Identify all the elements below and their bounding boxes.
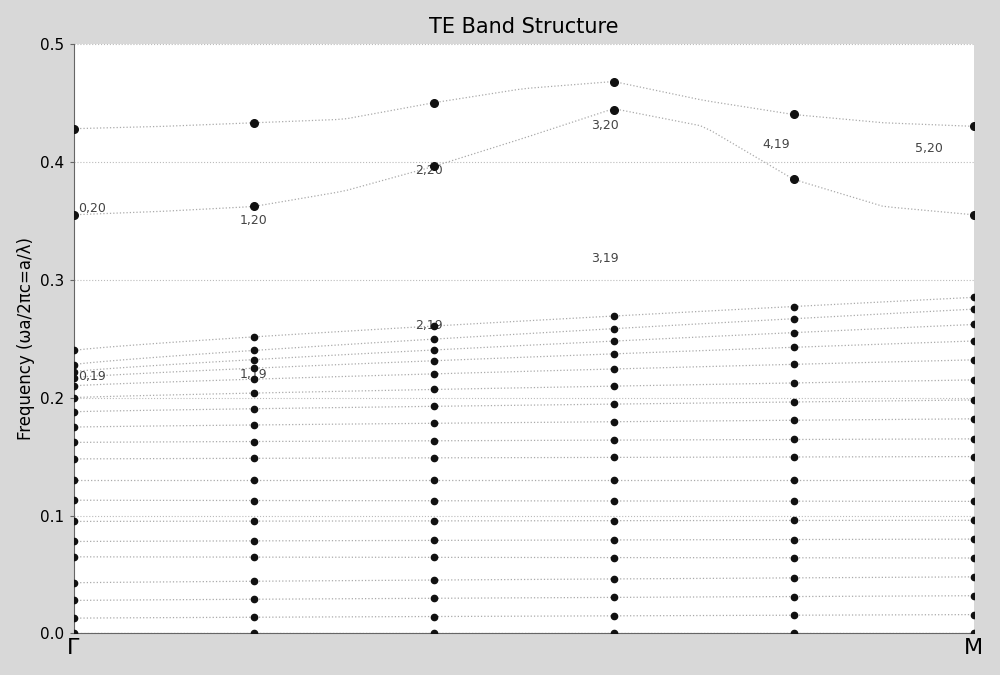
Y-axis label: Frequency (ωa/2πc=a/λ): Frequency (ωa/2πc=a/λ) [17,237,35,440]
Text: 0,20: 0,20 [78,202,106,215]
Text: 2,19: 2,19 [416,319,443,332]
Text: 0,19: 0,19 [78,370,106,383]
Text: 5,20: 5,20 [915,142,943,155]
Text: 3,20: 3,20 [591,119,619,132]
Title: TE Band Structure: TE Band Structure [429,17,618,36]
Text: 3,19: 3,19 [591,252,619,265]
Text: 1,19: 1,19 [240,368,268,381]
Text: 4,19: 4,19 [762,138,790,151]
Text: 2,20: 2,20 [416,163,443,176]
Text: 1,20: 1,20 [240,214,268,227]
